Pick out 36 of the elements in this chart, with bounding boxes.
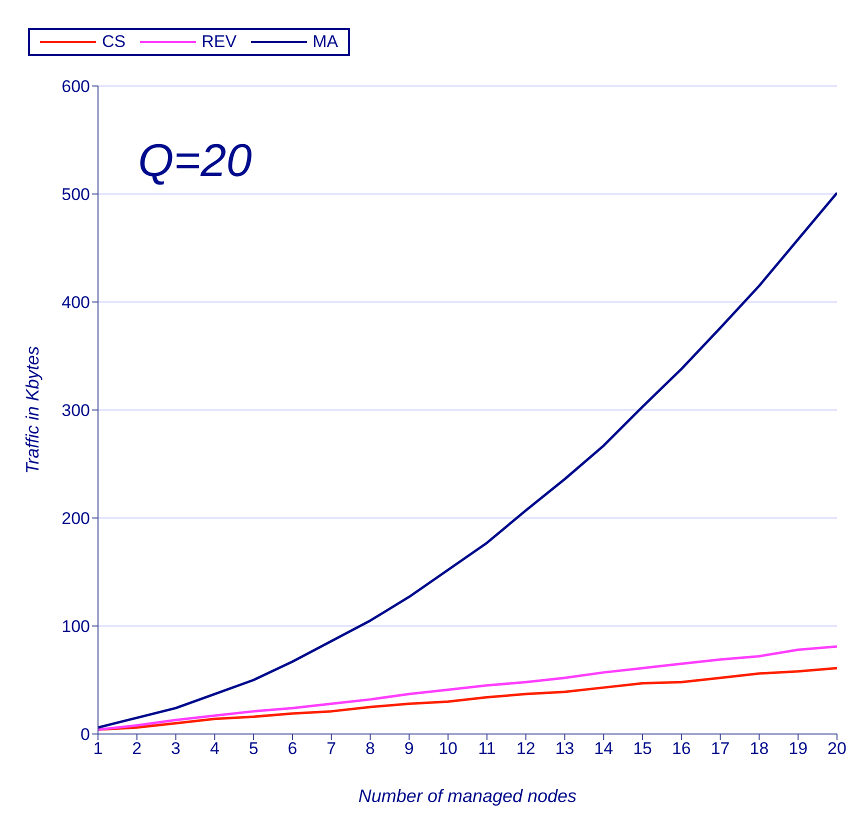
line-series [98, 666, 837, 731]
y-tick-label: 400 [62, 293, 90, 312]
x-tick-label: 6 [288, 739, 298, 758]
x-tick-label: 11 [478, 739, 496, 758]
annotation: Q=20 [138, 133, 252, 187]
x-tick-label: 2 [132, 739, 142, 758]
y-tick-label: 500 [62, 185, 90, 204]
x-tick-label: 10 [438, 739, 458, 758]
x-tick-label: 5 [248, 739, 258, 758]
x-tick-label: 12 [516, 739, 536, 758]
y-tick-label: 0 [80, 725, 90, 744]
y-axis-title: Traffic in Kbytes [22, 346, 42, 474]
x-tick-label: 17 [710, 739, 730, 758]
x-axis-title: Number of managed nodes [358, 786, 577, 806]
y-tick-label: 300 [62, 401, 90, 420]
legend-label: REV [202, 32, 237, 52]
x-tick-label: 13 [555, 739, 574, 758]
legend-label: MA [312, 32, 338, 52]
line-series [98, 192, 837, 729]
legend-label: CS [102, 32, 126, 52]
y-tick-label: 100 [62, 617, 90, 636]
y-tick-label: 200 [62, 509, 90, 528]
x-tick-label: 8 [366, 739, 375, 758]
x-tick-label: 9 [404, 739, 414, 758]
x-tick-label: 14 [594, 739, 614, 758]
x-tick-label: 1 [93, 739, 103, 758]
x-tick-label: 4 [210, 739, 220, 758]
x-tick-label: 18 [750, 739, 769, 758]
x-tick-label: 7 [326, 739, 336, 758]
y-tick-label: 600 [62, 77, 90, 96]
x-tick-label: 19 [788, 739, 808, 758]
x-tick-label: 15 [633, 739, 652, 758]
x-tick-label: 16 [672, 739, 691, 758]
line-series [98, 645, 837, 731]
x-tick-label: 3 [171, 739, 181, 758]
x-tick-label: 20 [828, 739, 846, 758]
